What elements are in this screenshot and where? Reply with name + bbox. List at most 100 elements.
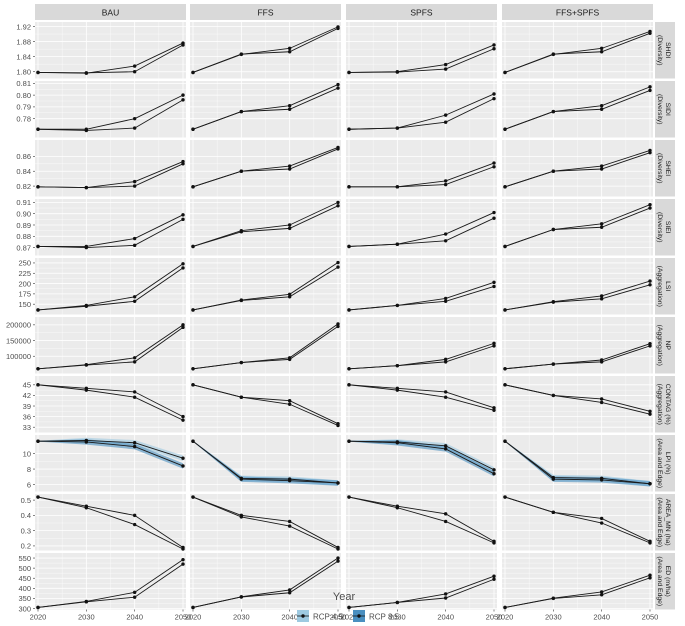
data-point-rcp85: [191, 185, 195, 189]
data-point-rcp45: [443, 239, 448, 243]
x-tick-label: 2040: [281, 613, 298, 622]
data-point-rcp85: [551, 510, 556, 515]
series-line-rcp85: [348, 384, 495, 411]
data-point-rcp85: [132, 179, 137, 184]
data-point-rcp45: [287, 167, 292, 171]
facet-panel: [346, 22, 497, 79]
row-metric-label: AREA_MN (ha): [664, 499, 671, 546]
series-line-rcp85: [348, 212, 495, 247]
series-line-rcp45: [192, 496, 339, 548]
data-point-rcp85: [132, 395, 137, 399]
x-tick-label: 2050: [486, 613, 503, 622]
y-tick-label: 225: [18, 269, 31, 278]
data-point-rcp85: [492, 574, 496, 578]
data-point-rcp85: [84, 185, 89, 190]
row-strip: [655, 81, 675, 138]
row-strip: [655, 258, 675, 315]
data-point-rcp85: [599, 478, 604, 482]
facet-panel: [502, 317, 653, 374]
series-line-rcp85: [504, 280, 651, 311]
legend-label: RCP 4.5: [313, 613, 344, 622]
y-tick-label: 36: [23, 412, 31, 421]
row-strip: [655, 494, 675, 551]
series-line-rcp85: [192, 440, 339, 484]
row-strip: [655, 140, 675, 197]
series-line-rcp85: [192, 557, 339, 608]
facet-panel: [502, 258, 653, 315]
y-tick-label: 300: [18, 604, 31, 613]
facet-panel: [502, 553, 653, 610]
data-point-rcp85: [191, 367, 195, 371]
y-tick-label: 0.79: [16, 103, 31, 112]
data-point-rcp85: [551, 596, 556, 600]
data-point-rcp85: [132, 116, 137, 121]
column-strip: [190, 4, 341, 20]
data-point-rcp85: [395, 506, 400, 510]
data-point-rcp85: [191, 605, 195, 610]
series-line-rcp85: [38, 94, 184, 130]
data-point-rcp85: [84, 71, 89, 75]
y-tick-label: 150: [18, 300, 31, 309]
y-tick-label: 0.4: [21, 511, 31, 520]
data-point-rcp85: [503, 495, 507, 499]
x-tick-label: 2050: [642, 613, 659, 622]
data-point-rcp85: [551, 52, 556, 57]
y-tick-label: 0.87: [16, 243, 31, 252]
data-point-rcp85: [503, 127, 507, 131]
y-tick-label: 450: [18, 574, 31, 583]
y-tick-label: 200: [18, 279, 31, 288]
data-point-rcp85: [36, 70, 40, 75]
series-line-rcp45: [192, 205, 339, 247]
facet-panel: [502, 199, 653, 256]
data-point-rcp85: [36, 383, 40, 387]
row-metric-label: SIDI: [664, 103, 671, 116]
series-line-rcp85: [37, 324, 184, 370]
y-tick-label: 1.80: [16, 68, 31, 77]
row-strip-label: SHDI(Diversity): [656, 35, 671, 66]
column-strip: [502, 4, 653, 20]
data-point-rcp85: [443, 519, 448, 524]
facet-panel: [190, 376, 341, 433]
data-point-rcp85: [395, 303, 400, 308]
row-strip-label: NP(Aggregation): [656, 325, 671, 366]
y-tick-label: 0.81: [16, 79, 31, 88]
row-group-label: (Aggregation): [656, 325, 663, 366]
series-line-rcp85: [348, 93, 495, 130]
data-point-rcp45: [132, 360, 137, 364]
series-line-rcp85: [504, 496, 651, 544]
row-metric-label: CONTAG (%): [664, 384, 671, 425]
series-line-rcp85: [349, 162, 495, 188]
x-tick-label: 2050: [175, 613, 192, 622]
data-point-rcp45: [132, 390, 137, 394]
facet-panel: [346, 317, 497, 374]
data-point-rcp85: [36, 495, 40, 499]
facet-panel: [502, 494, 653, 551]
data-point-rcp45: [492, 577, 496, 581]
row-strip: [655, 435, 675, 492]
data-point-rcp45: [287, 226, 292, 231]
data-point-rcp45: [132, 70, 137, 74]
data-point-rcp85: [239, 228, 244, 233]
data-point-rcp85: [132, 522, 137, 527]
data-point-rcp85: [287, 292, 292, 296]
row-group-label: (Area and Edge): [656, 497, 663, 547]
data-point-rcp85: [336, 322, 340, 326]
data-point-rcp85: [503, 383, 507, 387]
data-point-rcp85: [336, 82, 340, 87]
series-line-rcp85: [504, 86, 651, 130]
row-strip: [655, 376, 675, 433]
data-point-rcp45: [443, 67, 448, 71]
series-line-rcp85: [37, 161, 184, 189]
column-strip: [346, 4, 497, 20]
facet-panel: [190, 435, 341, 492]
data-point-rcp85: [191, 383, 195, 387]
row-metric-label: SHDI: [664, 42, 671, 58]
data-point-rcp85: [395, 600, 400, 605]
x-tick-label: 2020: [497, 613, 514, 622]
data-point-rcp45: [492, 165, 496, 169]
row-metric-label: LPI (%): [664, 452, 671, 475]
data-point-rcp85: [84, 599, 89, 604]
facet-panel: [35, 317, 186, 374]
data-point-rcp85: [132, 356, 137, 360]
